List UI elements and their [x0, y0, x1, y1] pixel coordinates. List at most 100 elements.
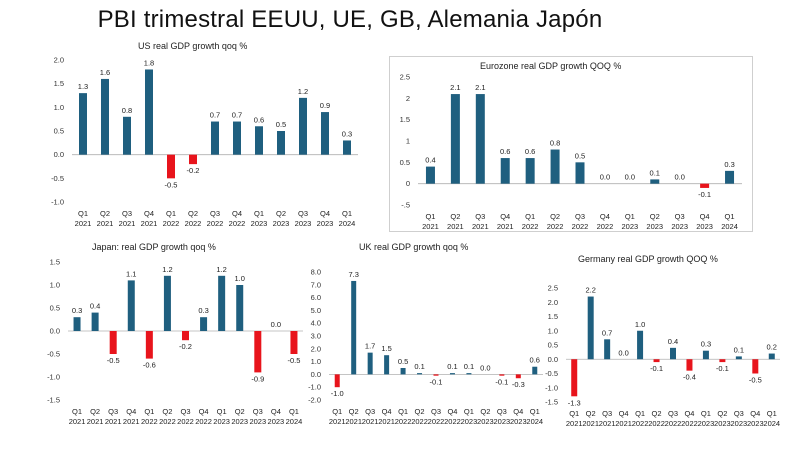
data-label: 0.4 — [90, 302, 100, 311]
x-tick-label: Q3 2023 — [731, 409, 748, 428]
x-tick-label: Q4 2021 — [123, 407, 140, 426]
x-tick-label: Q1 2024 — [526, 407, 543, 426]
x-tick-quarter: Q3 — [365, 407, 375, 416]
x-tick-year: 2022 — [141, 417, 158, 426]
x-tick-year: 2023 — [213, 417, 230, 426]
data-label: 0.8 — [550, 139, 560, 148]
data-label: 1.1 — [126, 269, 136, 278]
x-tick-year: 2023 — [510, 417, 527, 426]
x-tick-year: 2021 — [378, 417, 395, 426]
x-tick-quarter: Q1 — [289, 407, 299, 416]
x-tick-label: Q4 2021 — [497, 212, 514, 231]
data-label: 2.1 — [475, 83, 485, 92]
x-tick-label: Q4 2022 — [444, 407, 461, 426]
x-tick-year: 2024 — [763, 419, 780, 428]
x-tick-label: Q1 2023 — [213, 407, 230, 426]
y-tick-label: 2.0 — [54, 56, 64, 65]
x-tick-label: Q3 2021 — [105, 407, 122, 426]
data-label: -0.3 — [512, 380, 525, 389]
y-tick-label: 1.5 — [548, 312, 558, 321]
bar — [702, 350, 709, 360]
x-tick-quarter: Q3 — [475, 212, 485, 221]
data-label: -0.5 — [107, 356, 120, 365]
bar — [254, 331, 262, 373]
data-label: 2.1 — [450, 83, 460, 92]
x-tick-label: Q3 2021 — [119, 209, 136, 228]
x-tick-label: Q1 2021 — [422, 212, 439, 231]
bar — [466, 373, 472, 375]
x-tick-year: 2021 — [345, 417, 362, 426]
x-tick-year: 2023 — [477, 417, 494, 426]
x-tick-quarter: Q4 — [320, 209, 330, 218]
x-tick-year: 2022 — [229, 219, 246, 228]
x-tick-year: 2023 — [295, 219, 312, 228]
x-tick-quarter: Q4 — [684, 409, 694, 418]
x-tick-quarter: Q2 — [650, 212, 660, 221]
x-tick-label: Q2 2023 — [273, 209, 290, 228]
bar — [700, 183, 710, 188]
bar — [650, 179, 660, 184]
data-label: -0.9 — [251, 374, 264, 383]
x-tick-label: Q2 2022 — [185, 209, 202, 228]
y-tick-label: 1.5 — [50, 258, 60, 267]
x-tick-year: 2022 — [207, 219, 224, 228]
x-tick-year: 2023 — [231, 417, 248, 426]
x-tick-label: Q2 2022 — [411, 407, 428, 426]
data-label: 0.0 — [271, 320, 281, 329]
x-tick-quarter: Q2 — [550, 212, 560, 221]
x-tick-year: 2023 — [646, 222, 663, 231]
x-tick-quarter: Q3 — [497, 407, 507, 416]
bar — [200, 317, 208, 331]
x-tick-label: Q1 2023 — [461, 407, 478, 426]
x-tick-year: 2021 — [329, 417, 346, 426]
x-tick-year: 2023 — [698, 419, 715, 428]
x-tick-quarter: Q4 — [600, 212, 610, 221]
bar — [604, 339, 611, 360]
x-tick-year: 2022 — [547, 222, 564, 231]
x-tick-label: Q4 2023 — [268, 407, 285, 426]
data-label: 0.8 — [122, 106, 132, 115]
x-tick-quarter: Q1 — [217, 407, 227, 416]
bar — [367, 352, 373, 375]
x-tick-quarter: Q3 — [122, 209, 132, 218]
y-tick-label: -0.5 — [545, 369, 558, 378]
data-label: 1.3 — [78, 82, 88, 91]
x-tick-quarter: Q3 — [298, 209, 308, 218]
bar — [752, 359, 759, 374]
x-tick-quarter: Q1 — [425, 212, 435, 221]
x-tick-quarter: Q2 — [162, 407, 172, 416]
x-tick-year: 2022 — [572, 222, 589, 231]
y-tick-label: 1.0 — [548, 326, 558, 335]
x-tick-year: 2022 — [444, 417, 461, 426]
data-label: -0.2 — [187, 166, 200, 175]
x-tick-quarter: Q2 — [586, 409, 596, 418]
bar — [449, 373, 455, 375]
y-tick-label: -1.0 — [51, 198, 64, 207]
x-tick-label: Q3 2023 — [494, 407, 511, 426]
x-tick-year: 2021 — [105, 417, 122, 426]
germany-gdp-chart: Germany real GDP growth QOQ % 2.5 2.0 1.5 1.… — [545, 254, 780, 428]
data-label: 0.2 — [767, 343, 777, 352]
x-tick-label: Q4 2023 — [696, 212, 713, 231]
y-tick-label: 0.5 — [50, 304, 60, 313]
x-tick-quarter: Q2 — [235, 407, 245, 416]
x-tick-label: Q4 2023 — [747, 409, 764, 428]
x-tick-year: 2021 — [599, 419, 616, 428]
bar — [127, 280, 135, 331]
y-tick-label: 0 — [406, 179, 410, 188]
data-label: 1.0 — [235, 274, 245, 283]
data-label: 0.0 — [480, 363, 490, 372]
x-tick-label: Q3 2022 — [177, 407, 194, 426]
bar — [475, 94, 485, 184]
bar — [417, 373, 423, 375]
x-tick-quarter: Q4 — [750, 409, 760, 418]
x-tick-quarter: Q2 — [450, 212, 460, 221]
x-tick-label: Q2 2021 — [87, 407, 104, 426]
x-tick-label: Q3 2021 — [472, 212, 489, 231]
bar — [255, 126, 263, 155]
y-tick-label: 1.5 — [400, 115, 410, 124]
x-tick-year: 2024 — [526, 417, 543, 426]
x-tick-year: 2023 — [622, 222, 639, 231]
data-label: 0.0 — [618, 348, 628, 357]
data-label: 0.7 — [602, 328, 612, 337]
